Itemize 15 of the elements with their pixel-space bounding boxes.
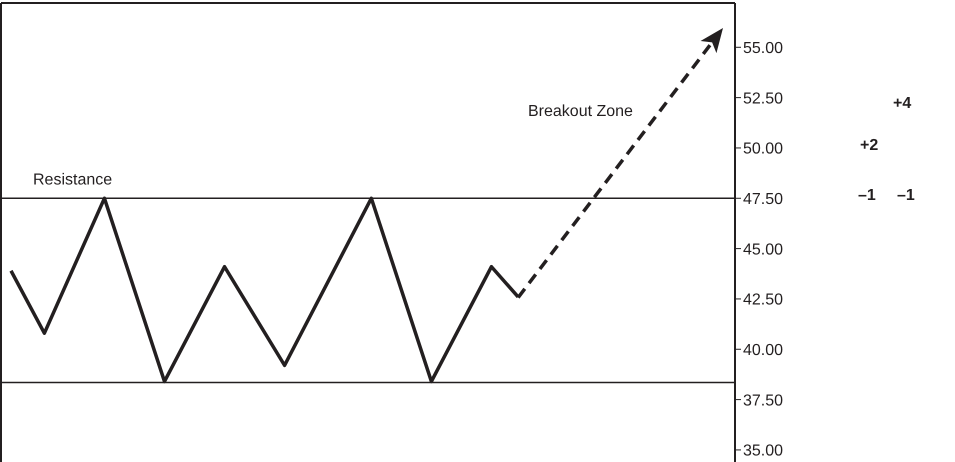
text: –1 xyxy=(897,187,915,205)
annotation: Breakout Zone xyxy=(528,103,633,121)
text: +2 xyxy=(860,137,878,155)
y-tick-label: 45.00 xyxy=(743,241,784,258)
y-tick-label: 40.00 xyxy=(743,342,784,359)
text: –1 xyxy=(858,187,876,205)
y-tick-label: 37.50 xyxy=(743,392,784,410)
y-tick-label: 47.50 xyxy=(743,190,784,208)
y-tick-label: 42.50 xyxy=(743,292,784,309)
text: +4 xyxy=(893,95,912,113)
y-tick-label: 55.00 xyxy=(743,40,784,57)
y-tick-label: 35.00 xyxy=(743,442,784,460)
y-tick-label: 50.00 xyxy=(743,140,784,158)
y-tick-label: 52.50 xyxy=(743,90,784,108)
ref-line-label: Resistance xyxy=(33,171,112,188)
